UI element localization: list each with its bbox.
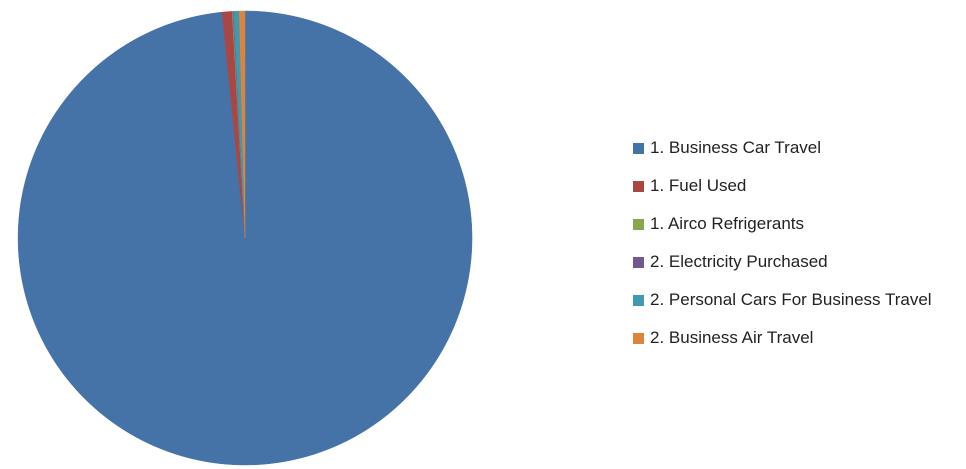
legend-item: 2. Business Air Travel bbox=[633, 319, 963, 357]
legend-item: 2. Personal Cars For Business Travel bbox=[633, 281, 963, 319]
legend-label: 2. Personal Cars For Business Travel bbox=[650, 290, 932, 309]
legend-item: 2. Electricity Purchased bbox=[633, 243, 963, 281]
legend-swatch bbox=[633, 142, 644, 154]
legend: 1. Business Car Travel 1. Fuel Used 1. A… bbox=[633, 129, 963, 357]
pie-slice bbox=[239, 10, 246, 239]
legend-swatch bbox=[633, 180, 644, 192]
legend-swatch bbox=[633, 294, 644, 306]
legend-label: 1. Airco Refrigerants bbox=[650, 214, 805, 233]
legend-swatch bbox=[633, 256, 644, 268]
legend-item: 1. Airco Refrigerants bbox=[633, 205, 963, 243]
legend-label: 2. Business Air Travel bbox=[650, 328, 814, 347]
legend-item: 1. Business Car Travel bbox=[633, 129, 963, 167]
legend-label: 2. Electricity Purchased bbox=[650, 252, 828, 271]
legend-label: 1. Business Car Travel bbox=[650, 138, 822, 157]
legend-swatch bbox=[633, 218, 644, 230]
legend-item: 1. Fuel Used bbox=[633, 167, 963, 205]
legend-label: 1. Fuel Used bbox=[650, 176, 747, 195]
legend-swatch bbox=[633, 332, 644, 344]
